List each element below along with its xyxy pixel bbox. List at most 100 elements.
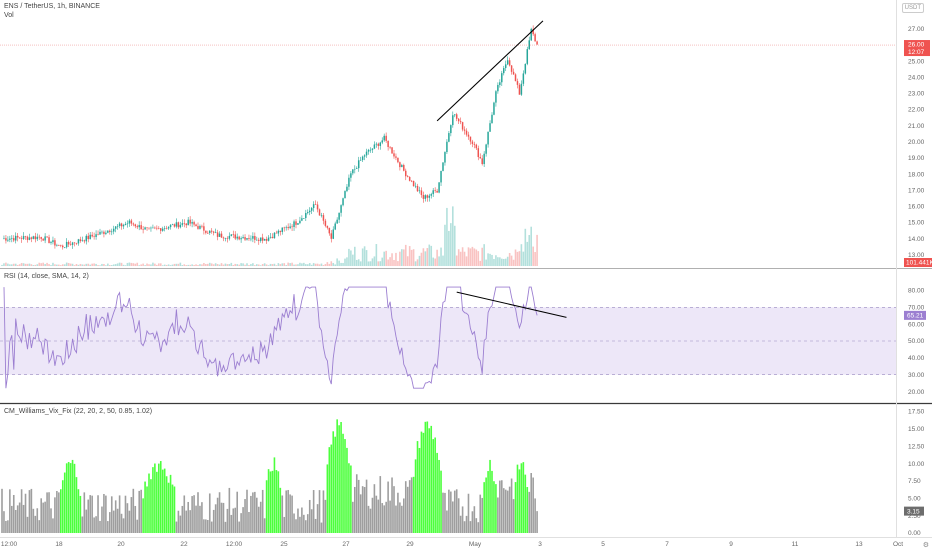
candle-body (62, 245, 64, 248)
wvf-bar (71, 459, 74, 533)
wvf-bar (471, 511, 474, 533)
candle-body (438, 182, 440, 193)
volume-bar (238, 264, 240, 266)
candle-body (207, 232, 209, 234)
candle-body (346, 186, 348, 192)
candle-body (322, 215, 325, 221)
price-tick-label: 13.00 (908, 252, 925, 259)
rsi-legend: RSI (14, close, SMA, 14, 2) (4, 273, 92, 280)
wvf-bar (495, 484, 497, 533)
wvf-tick-label: 17.50 (908, 409, 925, 416)
volume-bar (146, 263, 148, 266)
candle-body (405, 170, 407, 177)
price-tick-label: 16.00 (908, 204, 925, 211)
wvf-bar (440, 470, 442, 533)
wvf-bar (218, 492, 221, 533)
candle-body (150, 227, 152, 229)
time-tick-label: 3 (538, 541, 542, 548)
wvf-bar (85, 509, 88, 533)
candle-body (189, 219, 191, 224)
volume-bar (320, 263, 323, 266)
candle-body (301, 218, 303, 221)
candle-body (261, 237, 264, 241)
volume-bar (293, 264, 295, 266)
volume-bar (3, 263, 5, 266)
wvf-bar (97, 495, 99, 533)
volume-bar (397, 261, 399, 266)
wvf-bar (316, 504, 319, 533)
wvf-bar (340, 422, 342, 533)
volume-bar (173, 263, 176, 266)
wvf-bar (404, 481, 407, 533)
volume-bar (422, 248, 425, 266)
wvf-bar (87, 499, 90, 533)
volume-bar (240, 263, 242, 266)
candle-body (532, 28, 534, 35)
wvf-bar (199, 505, 201, 533)
volume-bar (167, 264, 170, 266)
candle-body (22, 236, 25, 239)
candle-body (307, 212, 309, 214)
volume-bar (220, 263, 223, 266)
candle-body (24, 236, 27, 237)
candle-body (40, 237, 42, 239)
gear-icon[interactable]: ⚙ (922, 542, 929, 549)
volume-bar (305, 264, 307, 266)
volume-bar (522, 251, 525, 266)
wvf-bar (226, 508, 229, 533)
candle-body (308, 210, 311, 213)
candle-body (434, 190, 436, 191)
candle-body (93, 236, 95, 238)
candle-body (250, 238, 252, 240)
wvf-bar (338, 425, 340, 533)
volume-bar (38, 262, 41, 266)
wvf-bar (165, 476, 168, 533)
candle-body (365, 151, 368, 156)
volume-bar (295, 264, 297, 266)
wvf-bar (479, 494, 482, 533)
wvf-bar (473, 506, 476, 533)
volume-bar (434, 258, 436, 266)
wvf-bar (257, 506, 260, 533)
candle-body (197, 226, 199, 229)
rsi-tick-label: 60.00 (908, 321, 925, 328)
time-tick-label: 11 (792, 541, 799, 548)
volume-bar (450, 223, 452, 266)
wvf-bar (26, 516, 29, 533)
candle-body (252, 236, 254, 239)
volume-bar (502, 258, 505, 266)
candle-body (281, 227, 284, 232)
candle-body (179, 224, 182, 228)
rsi-value-badge (904, 310, 926, 320)
wvf-bar (122, 518, 125, 533)
candle-body (148, 227, 150, 229)
currency-badge[interactable]: USDT (901, 3, 924, 13)
wvf-bar (1, 488, 3, 533)
wvf-bar (426, 421, 429, 533)
volume-bar (128, 262, 131, 266)
wvf-bar (24, 493, 27, 533)
candle-body (344, 191, 346, 199)
wvf-bar (34, 515, 37, 533)
volume-bar (334, 264, 336, 266)
volume-bar (248, 265, 250, 266)
candle-body (446, 141, 448, 153)
countdown-value: 12:07 (908, 49, 925, 56)
price-tick-label: 25.00 (908, 58, 925, 65)
candle-body (232, 234, 235, 235)
wvf-bar (328, 447, 331, 533)
volume-bar (432, 257, 434, 266)
wvf-bar (293, 513, 295, 533)
candle-body (361, 156, 364, 160)
volume-bar (83, 264, 86, 266)
wvf-tick-label: 10.00 (908, 461, 925, 468)
wvf-tick-label: 2.50 (908, 513, 921, 520)
candle-body (246, 238, 248, 240)
wvf-bar (254, 491, 256, 533)
wvf-bar (14, 509, 17, 533)
candle-body (426, 195, 429, 198)
candle-body (514, 74, 517, 82)
wvf-bar (361, 486, 364, 533)
volume-bar (61, 264, 64, 266)
